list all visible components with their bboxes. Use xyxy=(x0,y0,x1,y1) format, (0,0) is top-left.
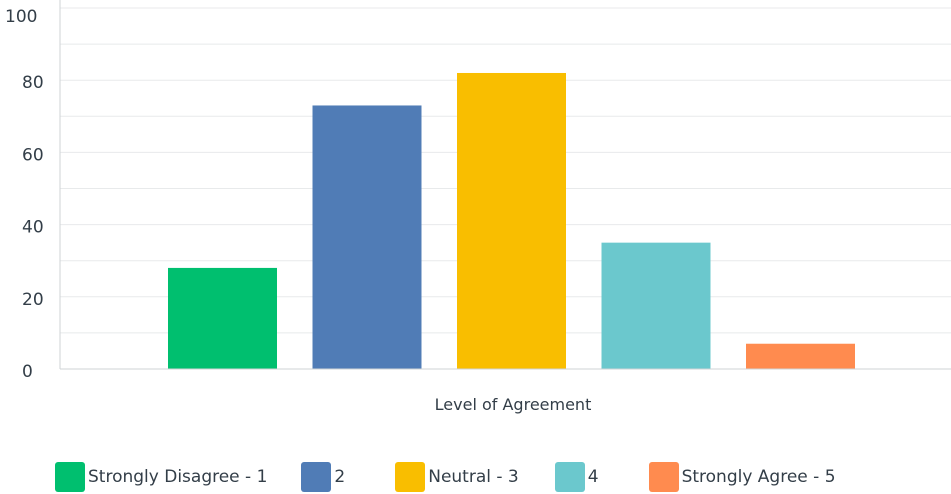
x-axis-label: Level of Agreement xyxy=(435,395,592,414)
y-tick-label: 60 xyxy=(22,145,44,165)
y-axis-ticks: 0 20 40 60 80 100 xyxy=(5,7,44,382)
legend-label: Strongly Agree - 5 xyxy=(681,467,836,487)
legend-item-strongly-disagree: Strongly Disagree - 1 xyxy=(55,462,267,492)
legend-item-neutral: Neutral - 3 xyxy=(395,462,519,492)
y-tick-label: 80 xyxy=(22,73,44,93)
legend-label: 4 xyxy=(587,467,599,487)
y-tick-label: 40 xyxy=(22,218,44,238)
bars xyxy=(168,72,855,369)
y-tick-label: 0 xyxy=(22,362,33,382)
legend-item-4: 4 xyxy=(554,462,599,492)
bar-4 xyxy=(746,343,855,369)
bar-2 xyxy=(457,72,566,369)
legend-label: 2 xyxy=(334,467,346,487)
legend-item-2: 2 xyxy=(301,462,345,492)
y-tick-label: 100 xyxy=(5,7,37,27)
legend-swatch xyxy=(301,462,332,492)
legend-swatch xyxy=(648,462,679,492)
bar-1 xyxy=(312,105,422,369)
bar-chart: 0 20 40 60 80 100 Level of Agreement xyxy=(5,0,951,414)
legend-swatch xyxy=(395,462,426,492)
legend-item-strongly-agree: Strongly Agree - 5 xyxy=(648,462,836,492)
legend-label: Strongly Disagree - 1 xyxy=(88,467,268,487)
y-tick-label: 20 xyxy=(22,290,44,310)
bar-0 xyxy=(168,267,277,369)
legend: Strongly Disagree - 1 2 Neutral - 3 4 St… xyxy=(55,462,836,492)
bar-3 xyxy=(601,242,711,369)
legend-label: Neutral - 3 xyxy=(428,467,519,487)
legend-swatch xyxy=(55,462,85,492)
legend-swatch xyxy=(554,462,585,492)
